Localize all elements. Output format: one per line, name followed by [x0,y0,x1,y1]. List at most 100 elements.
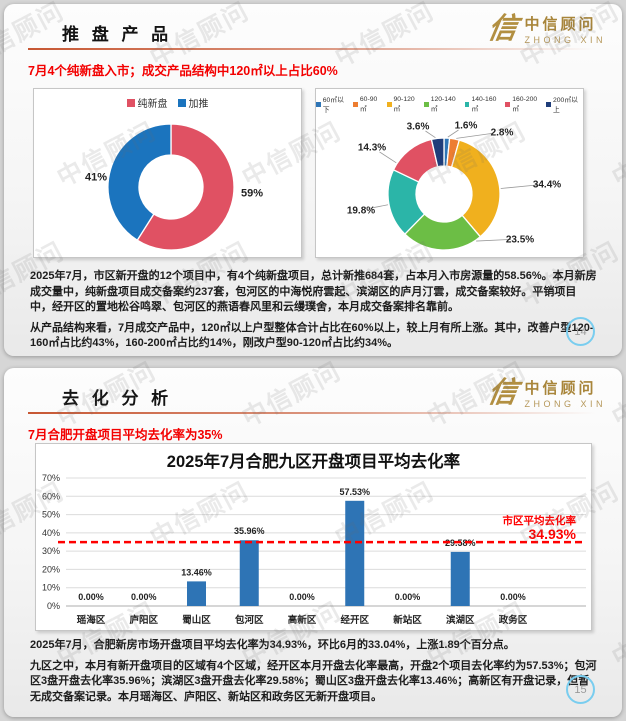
y-axis-tick-label: 30% [42,546,60,556]
commentary-paragraph: 2025年7月，合肥新房市场开盘项目平均去化率为34.93%，环比6月的33.0… [30,639,515,651]
legend-label: 60-90㎡ [359,95,378,113]
legend-label: 140-160㎡ [471,95,497,113]
donut-panel-new-vs-additional: 纯新盘 加推 59% 41% [33,88,302,258]
logo-name-cn: 中信顾问 [524,380,597,397]
legend-item: 加推 [177,95,209,110]
legend-swatch-icon [177,98,186,107]
slide1-commentary: 2025年7月，市区新开盘的12个项目中，有4个纯新盘项目，总计新推684套，占… [30,269,598,357]
legend-item: 90-120㎡ [386,94,420,114]
bar-value-label: 0.00% [395,592,421,602]
page-number-badge: 15 [566,675,595,704]
slide2-subtitle: 7月合肥开盘项目平均去化率为35% [28,428,223,442]
pie-value-label: 2.8% [491,128,514,139]
legend-item: 200㎡以上 [546,94,583,114]
company-logo: 信 中信顾问 ZHONG XIN [485,12,606,46]
x-axis-category-label: 包河区 [234,614,264,626]
pie-slice [430,137,445,168]
legend-item: 140-160㎡ [464,94,502,114]
slide-launch-products: 推 盘 产 品 信 中信顾问 ZHONG XIN 7月4个纯新盘入市；成交产品结… [4,4,622,356]
bar [450,551,470,606]
logo-name-en: ZHONG XIN [524,399,606,409]
bar-value-label: 57.53% [339,487,370,497]
legend-item: 160-200㎡ [505,94,542,114]
logo-name-cn: 中信顾问 [524,16,597,33]
bar [345,500,365,606]
logo-mark-icon: 信 [485,376,521,409]
x-axis-category-label: 经开区 [340,614,369,626]
logo-text: 中信顾问 ZHONG XIN [524,13,606,45]
x-axis-category-label: 政务区 [499,614,528,626]
logo-mark-icon: 信 [485,12,521,45]
bar-chart-absorption: 0% 10% 20% 30% 40% 50% 60% 70% 0.00% 瑶海区 0.00% 庐阳区 1… [42,473,586,626]
legend-item: 120-140㎡ [423,94,461,114]
pie-value-label: 1.6% [455,121,478,132]
bar-value-label: 13.46% [181,567,212,577]
x-axis-category-label: 蜀山区 [182,614,211,626]
legend-swatch-icon [353,101,358,107]
reference-line-label: 市区平均去化率 [503,514,577,527]
label-leader-line [379,151,397,164]
y-axis-tick-label: 10% [42,583,60,593]
donut-panel-product-structure: 60㎡以下 60-90㎡ 90-120㎡ 120-140㎡ 140-160㎡ 160-20… [315,88,584,258]
slide1-title: 推 盘 产 品 [62,25,173,44]
y-axis-tick-label: 20% [42,564,60,574]
donut-chart-new-vs-additional: 59% 41% [85,123,263,251]
legend-swatch-icon [546,101,551,107]
page-number-badge: 14 [566,317,595,346]
commentary-paragraph: 从产品结构来看，7月成交产品中，120㎡以上户型整体合计占比在60%以上，较上月… [30,321,594,350]
legend-swatch-icon [505,101,511,107]
y-axis-tick-label: 60% [42,491,60,501]
label-leader-line [425,130,436,138]
bar-value-label: 0.00% [289,592,315,602]
pie-value-label: 34.4% [533,180,561,191]
legend-label: 60㎡以下 [322,97,344,114]
title-underline [28,48,596,50]
x-axis-category-label: 滨湖区 [446,614,475,626]
legend-swatch-icon [126,98,135,107]
bar-value-label: 35.96% [234,526,265,536]
legend-swatch-icon [423,101,429,107]
y-axis-tick-label: 40% [42,528,60,538]
pie-value-label: 19.8% [347,206,375,217]
x-axis-category-label: 新站区 [393,614,422,626]
legend-label: 160-200㎡ [512,95,538,113]
legend-label: 纯新盘 [137,99,168,110]
bar-value-label: 0.00% [500,592,526,602]
label-leader-line [456,132,494,139]
y-axis-tick-label: 0% [47,601,60,611]
y-axis-tick-label: 50% [42,510,60,520]
logo-name-en: ZHONG XIN [524,35,606,45]
label-leader-line [447,129,459,138]
legend-label: 90-120㎡ [393,95,415,113]
reference-line-value: 34.93% [529,526,577,542]
logo-text: 中信顾问 ZHONG XIN [524,377,606,409]
legend-item: 纯新盘 [126,95,168,110]
bar-chart-title: 2025年7月合肥九区开盘项目平均去化率 [166,453,461,471]
pie-slice [136,123,235,251]
donut-chart-product-structure: 1.6% 2.8% 34.4% 23.5% 19.8% 14.3% 3.6% [347,121,561,251]
pie-value-label: 14.3% [358,143,386,154]
slide1-subtitle: 7月4个纯新盘入市；成交产品结构中120㎡以上占比60% [28,64,338,78]
pie-value-label: 41% [85,172,107,184]
legend-label: 120-140㎡ [430,95,456,113]
company-logo: 信 中信顾问 ZHONG XIN [485,376,606,410]
slide2-commentary: 2025年7月，合肥新房市场开盘项目平均去化率为34.93%，环比6月的33.0… [30,638,598,710]
pie-value-label: 59% [241,188,263,200]
label-leader-line [500,184,539,189]
legend-label: 200㎡以上 [552,97,578,114]
slide-absorption-analysis: 去 化 分 析 信 中信顾问 ZHONG XIN 7月合肥开盘项目平均去化率为3… [4,368,622,717]
commentary-paragraph: 2025年7月，市区新开盘的12个项目中，有4个纯新盘项目，总计新推684套，占… [30,270,597,314]
legend-swatch-icon [386,101,392,107]
commentary-paragraph: 九区之中，本月有新开盘项目的区域有4个区域，经开区本月开盘去化率最高，开盘2个项… [30,659,597,703]
pie-value-label: 23.5% [506,235,534,246]
y-axis-tick-label: 70% [42,473,60,483]
x-axis-category-label: 瑶海区 [77,614,106,626]
label-leader-line [476,239,512,242]
pie-value-label: 3.6% [407,122,430,133]
bar [239,540,259,606]
title-underline [28,412,596,414]
legend-item: 60-90㎡ [353,94,383,114]
legend-swatch-icon [464,101,470,107]
chart-legend: 纯新盘 加推 [34,95,301,110]
